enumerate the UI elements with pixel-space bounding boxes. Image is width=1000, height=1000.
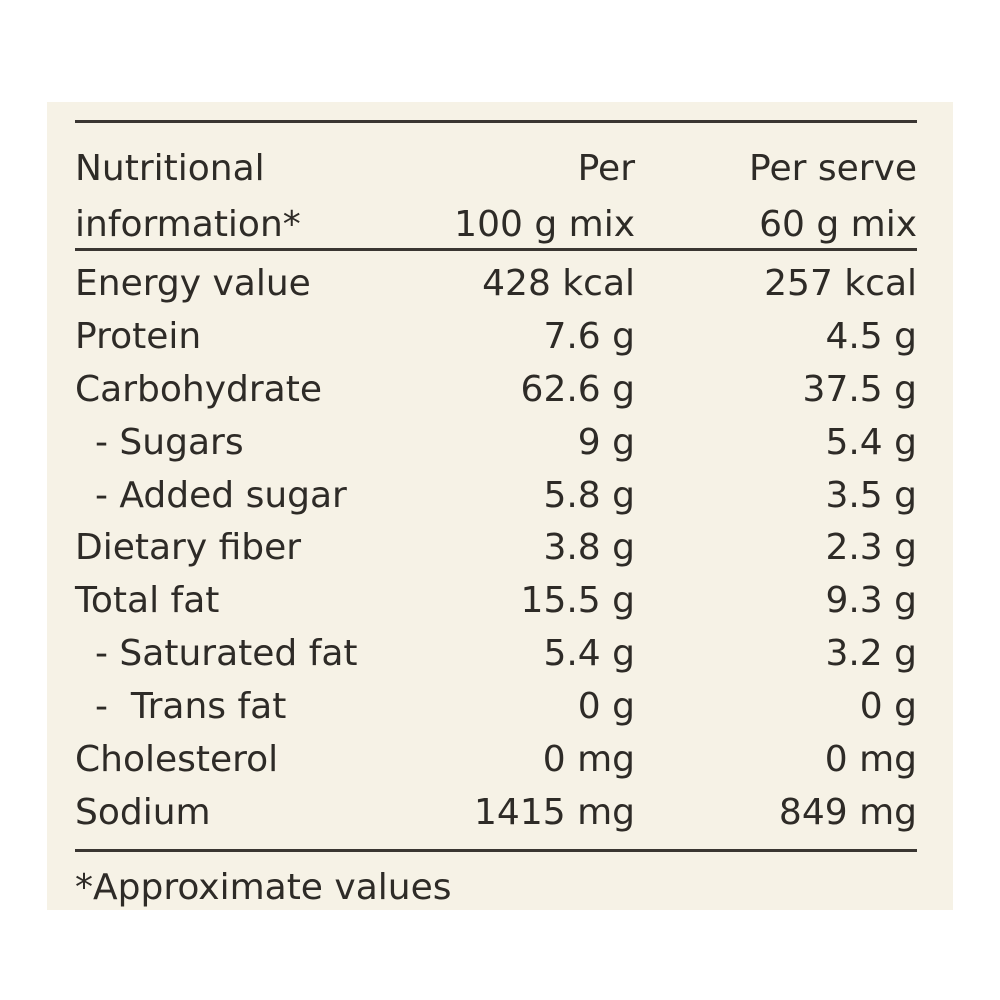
header-per-100g-line1: Per (577, 148, 635, 189)
bottom-rule (75, 848, 917, 852)
nutrient-label: Protein (75, 315, 202, 357)
header-rule (75, 248, 917, 251)
table-row: Cholesterol 0 mg 0 mg (75, 733, 917, 786)
nutrient-label: - Saturated fat (95, 633, 358, 675)
footnote: *Approximate values (75, 866, 452, 908)
per-serve-value: 5.4 g (825, 421, 917, 463)
header-per-serve-line2: 60 g mix (759, 204, 917, 245)
header-nutrient-line2: information* (75, 204, 301, 245)
nutrition-table: Nutritional information* Per 100 g mix P… (75, 120, 917, 912)
per-100g-value: 1415 mg (474, 791, 635, 833)
nutrient-label: - Added sugar (95, 474, 347, 516)
table-row: Total fat 15.5 g 9.3 g (75, 574, 917, 627)
per-100g-value: 428 kcal (482, 262, 635, 304)
per-100g-value: 9 g (577, 421, 635, 463)
nutrient-label: Dietary fiber (75, 527, 302, 569)
table-row: - Saturated fat 5.4 g 3.2 g (75, 627, 917, 680)
per-serve-value: 257 kcal (764, 262, 917, 304)
header-per-serve: Per serve 60 g mix (635, 141, 917, 248)
header-per-100g: Per 100 g mix (415, 141, 635, 248)
table-row: - Trans fat 0 g 0 g (75, 680, 917, 733)
header-per-serve-line1: Per serve (749, 148, 917, 189)
per-serve-value: 849 mg (778, 791, 917, 833)
per-serve-value: 4.5 g (825, 315, 917, 357)
per-100g-value: 62.6 g (520, 368, 635, 410)
per-100g-value: 7.6 g (543, 315, 635, 357)
table-row: Sodium 1415 mg 849 mg (75, 786, 917, 839)
nutrition-panel (47, 102, 953, 910)
table-row: Protein 7.6 g 4.5 g (75, 310, 917, 363)
header-per-100g-line2: 100 g mix (454, 204, 635, 245)
per-serve-value: 3.5 g (825, 474, 917, 516)
per-100g-value: 15.5 g (520, 580, 635, 622)
per-serve-value: 37.5 g (802, 368, 917, 410)
per-serve-value: 2.3 g (825, 527, 917, 569)
per-serve-value: 0 mg (824, 738, 917, 780)
table-row: Dietary fiber 3.8 g 2.3 g (75, 521, 917, 574)
nutrient-label: - Sugars (95, 421, 244, 463)
nutrient-label: Cholesterol (75, 738, 279, 780)
nutrient-label: - Trans fat (95, 686, 287, 728)
nutrient-label: Carbohydrate (75, 368, 322, 410)
top-rule (75, 120, 917, 123)
table-row: Carbohydrate 62.6 g 37.5 g (75, 363, 917, 416)
nutrient-label: Total fat (75, 580, 220, 622)
per-serve-value: 0 g (859, 686, 917, 728)
table-header: Nutritional information* Per 100 g mix P… (75, 123, 917, 248)
table-row: - Sugars 9 g 5.4 g (75, 416, 917, 469)
per-100g-value: 3.8 g (543, 527, 635, 569)
per-serve-value: 9.3 g (825, 580, 917, 622)
header-nutrient: Nutritional information* (75, 141, 415, 248)
table-row: Energy value 428 kcal 257 kcal (75, 257, 917, 310)
nutrient-label: Energy value (75, 262, 311, 304)
per-100g-value: 0 mg (542, 738, 635, 780)
table-body: Energy value 428 kcal 257 kcal Protein 7.6 g… (75, 251, 917, 849)
per-100g-value: 5.4 g (543, 633, 635, 675)
table-row: - Added sugar 5.8 g 3.5 g (75, 469, 917, 522)
per-100g-value: 0 g (577, 686, 635, 728)
per-100g-value: 5.8 g (543, 474, 635, 516)
header-nutrient-line1: Nutritional (75, 148, 265, 189)
per-serve-value: 3.2 g (825, 633, 917, 675)
nutrient-label: Sodium (75, 791, 211, 833)
